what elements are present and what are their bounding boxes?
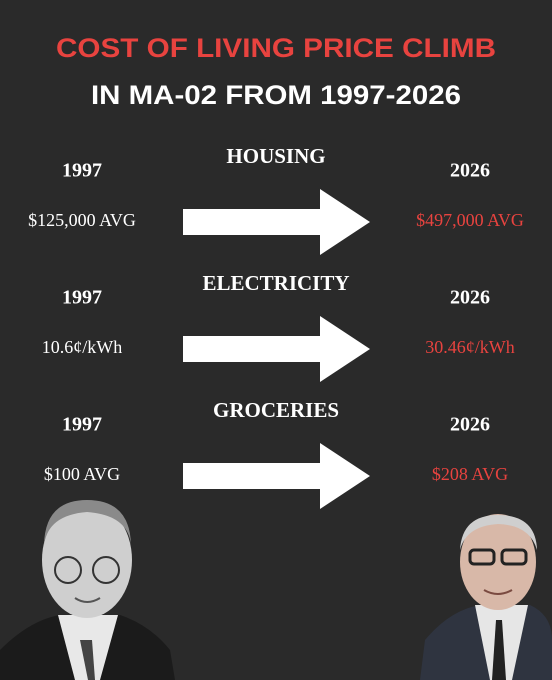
start-value: $125,000 AVG (28, 210, 136, 230)
category-label: ELECTRICITY (202, 271, 349, 295)
end-value: $497,000 AVG (416, 210, 524, 230)
title-line-2: IN MA-02 FROM 1997-2026 (91, 80, 461, 110)
end-year: 2026 (450, 160, 490, 182)
start-value: 10.6¢/kWh (42, 337, 123, 357)
portrait-1997 (0, 500, 175, 680)
arrow (183, 443, 370, 509)
category-label: HOUSING (226, 144, 325, 168)
end-year: 2026 (450, 287, 490, 309)
end-value: 30.46¢/kWh (425, 337, 515, 357)
start-year: 1997 (62, 287, 102, 309)
category-label: GROCERIES (213, 398, 339, 422)
end-year: 2026 (450, 414, 490, 436)
portrait-2026 (420, 514, 552, 680)
start-year: 1997 (62, 414, 102, 436)
arrow (183, 316, 370, 382)
start-year: 1997 (62, 160, 102, 182)
start-value: $100 AVG (44, 464, 120, 484)
arrow (183, 189, 370, 255)
end-value: $208 AVG (432, 464, 508, 484)
title-line-1: COST OF LIVING PRICE CLIMB (56, 33, 496, 63)
